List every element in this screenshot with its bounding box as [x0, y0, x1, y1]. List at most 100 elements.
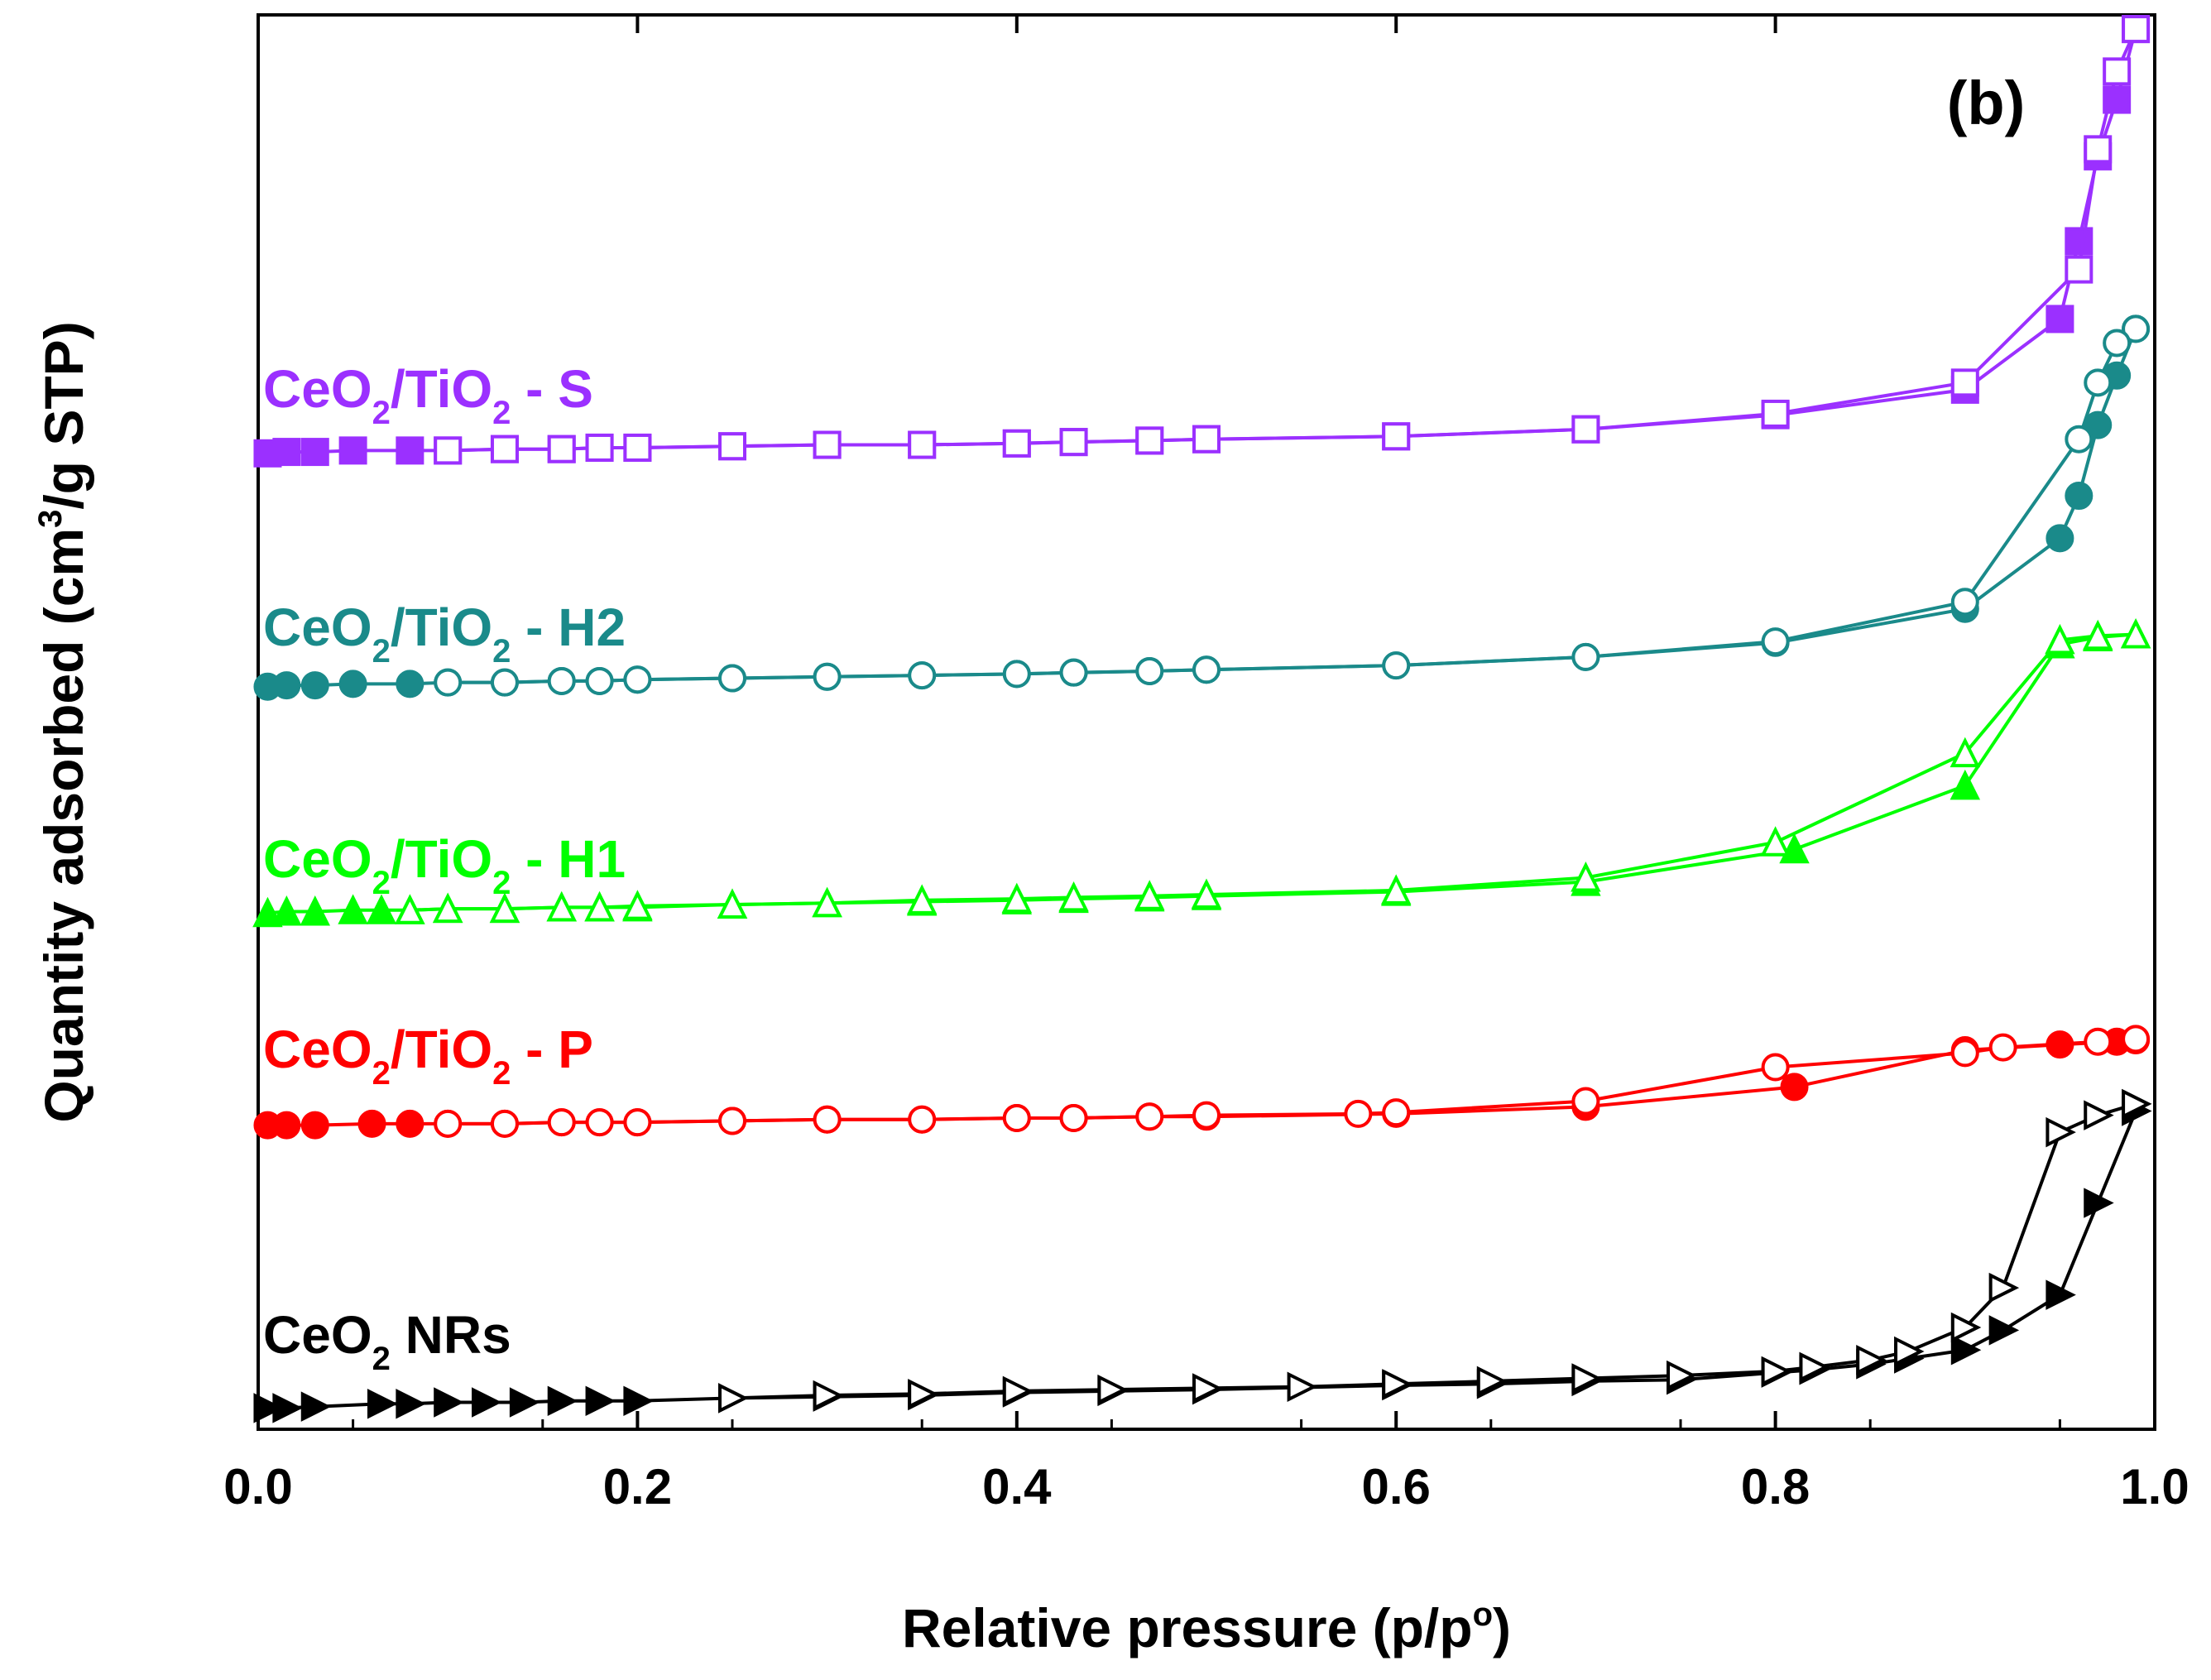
series-2-desorption-point — [1001, 882, 1033, 914]
y-axis-title: Quantity adsorbed (cm3/g STP) — [32, 321, 94, 1122]
series-4-desorption-point — [434, 436, 463, 465]
series-2-desorption-point — [906, 884, 938, 914]
series-4-desorption-point — [1192, 425, 1221, 454]
series-3-desorption-point — [1382, 651, 1411, 680]
series-3-desorption-point — [490, 668, 519, 697]
series-4-desorption-point — [1761, 399, 1790, 428]
series-1-desorption-point — [1344, 1099, 1373, 1128]
series-0-adsorption-point — [253, 1393, 284, 1423]
series-0-adsorption-point — [272, 1393, 303, 1423]
series-4-desorption-point — [623, 433, 652, 462]
x-tick-label: 0.8 — [1741, 1459, 1810, 1514]
series-2-adsorption-point — [1950, 769, 1981, 800]
series-1-desorption-point — [1192, 1101, 1221, 1130]
series-4-desorption-point — [1002, 429, 1031, 458]
series-0-desorption-point — [1988, 1272, 2020, 1303]
series-4-desorption-point — [908, 430, 937, 459]
series-1-desorption-point — [1950, 1039, 1979, 1068]
series-label-3: CeO2/TiO2 - H2 — [263, 598, 626, 670]
series-label-1: CeO2/TiO2 - P — [263, 1020, 593, 1092]
x-axis-title: Relative pressure (p/po) — [902, 1596, 1511, 1658]
x-tick-label: 0.2 — [603, 1459, 672, 1514]
series-1-adsorption-point — [396, 1109, 424, 1138]
series-4-desorption-point — [547, 434, 576, 463]
series-3-desorption-point — [718, 664, 746, 693]
series-3-desorption-point — [1761, 627, 1790, 656]
series-3-adsorption-point — [2065, 482, 2093, 511]
series-0-adsorption-point — [509, 1387, 540, 1418]
series-2-desorption-point — [546, 890, 577, 922]
series-2-desorption-point — [622, 890, 653, 920]
series-3-adsorption-point — [396, 670, 424, 698]
series-3-desorption-point — [2084, 368, 2113, 397]
series-2-desorption-point — [1191, 878, 1222, 909]
series-0-adsorption-point — [585, 1385, 616, 1417]
series-1-desorption-point — [1988, 1033, 2017, 1062]
series-4-desorption-point — [1059, 428, 1088, 457]
series-4-adsorption-point — [396, 436, 424, 465]
series-label-0: CeO2 NRs — [263, 1305, 511, 1377]
series-4-desorption-point — [1135, 426, 1164, 455]
series-4-desorption-point — [1950, 368, 1979, 397]
series-1-adsorption-point — [300, 1111, 329, 1140]
series-0-adsorption-point — [434, 1387, 464, 1418]
series-1-desorption-point — [1761, 1053, 1790, 1082]
series-3-desorption-point — [1192, 655, 1221, 684]
series-3-adsorption-point — [338, 670, 367, 698]
series-1-desorption-point — [547, 1108, 576, 1137]
series-0-adsorption-point — [1988, 1315, 2020, 1346]
series-0-desorption-point — [1856, 1345, 1887, 1375]
series-layer — [252, 15, 2152, 1423]
series-0-desorption-point — [1097, 1374, 1128, 1405]
series-2-desorption-point — [584, 890, 615, 922]
series-3-desorption-point — [1135, 656, 1164, 685]
series-4-desorption-point — [585, 433, 614, 462]
series-2-desorption-point — [1950, 737, 1981, 768]
series-0-adsorption-point — [623, 1385, 654, 1417]
series-label-4: CeO2/TiO2 - S — [263, 359, 593, 431]
panel-label: (b) — [1947, 69, 2026, 137]
series-2-desorption-point — [1058, 881, 1089, 912]
series-3-desorption-point — [908, 661, 937, 690]
series-4-adsorption-point — [338, 436, 367, 465]
series-3-adsorption-point — [2084, 410, 2113, 439]
series-1-desorption-point — [718, 1106, 746, 1135]
series-0-desorption-point — [1287, 1371, 1318, 1402]
series-0-adsorption-point — [2046, 1279, 2076, 1310]
series-0-desorption-point — [2046, 1116, 2076, 1148]
axes-layer — [257, 15, 2156, 1429]
series-1-desorption-point — [623, 1108, 652, 1137]
series-3-desorption-point — [1571, 642, 1600, 671]
series-3 — [253, 314, 2151, 701]
series-0-desorption-point — [1571, 1363, 1602, 1394]
series-2-desorption-point — [2120, 618, 2151, 649]
series-4-adsorption-point — [272, 438, 301, 467]
series-3-desorption-point — [547, 666, 576, 695]
series-4-desorption-point — [2065, 255, 2093, 284]
series-4-desorption-point — [1571, 415, 1600, 444]
series-1-desorption-point — [1571, 1087, 1600, 1116]
series-3-desorption-point — [1002, 660, 1031, 689]
series-0-adsorption-point — [1950, 1335, 1982, 1366]
series-4-adsorption-point — [2046, 305, 2074, 334]
series-0-adsorption-point — [300, 1391, 332, 1422]
plot-frame — [257, 13, 2156, 1431]
series-0-adsorption-point — [2084, 1188, 2114, 1218]
series-0-adsorption-point — [396, 1389, 426, 1419]
series-3-desorption-point — [585, 666, 614, 695]
series-1-desorption-point — [1135, 1102, 1164, 1131]
series-2-desorption-point — [1571, 862, 1601, 892]
series-1-desorption-point — [2122, 1025, 2151, 1054]
series-3-desorption-point — [2103, 329, 2132, 358]
series-0-desorption-point — [1894, 1336, 1925, 1367]
series-4 — [253, 15, 2151, 468]
series-1-desorption-point — [1002, 1104, 1031, 1133]
series-2-adsorption-point — [366, 894, 397, 924]
series-3-desorption-point — [1059, 658, 1088, 687]
series-3-adsorption-point — [300, 671, 329, 700]
series-0-desorption-point — [2084, 1100, 2114, 1130]
series-3-adsorption-point — [2046, 524, 2074, 553]
series-2-adsorption-point — [300, 895, 330, 926]
